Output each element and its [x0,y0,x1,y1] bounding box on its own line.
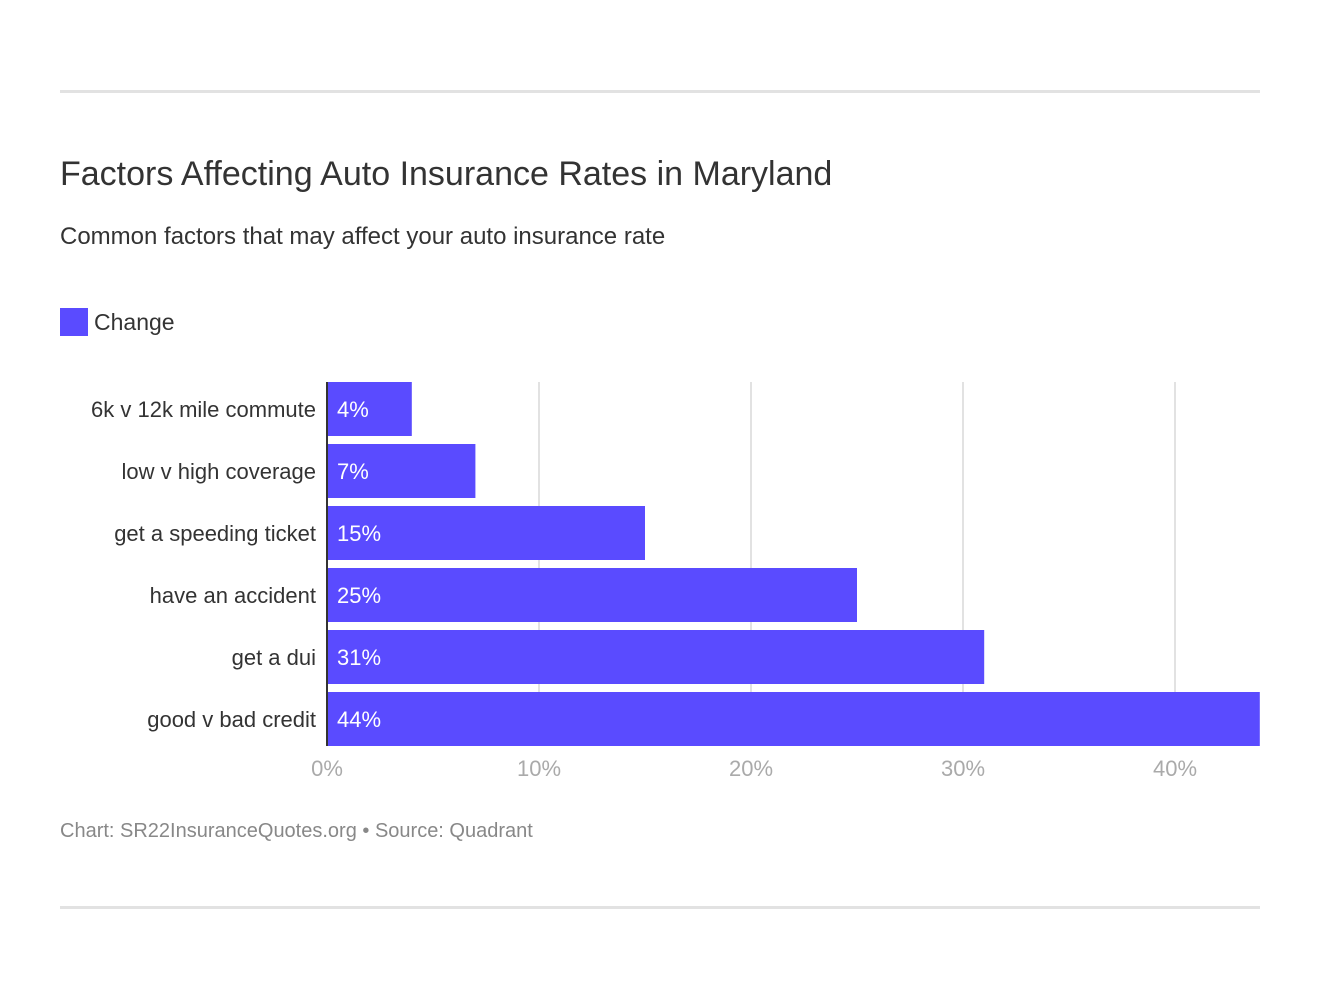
category-label: get a speeding ticket [114,521,316,546]
bar [327,382,412,436]
data-label: 25% [337,583,381,608]
legend-swatch [60,308,88,336]
category-label: get a dui [232,645,316,670]
data-label: 15% [337,521,381,546]
data-label: 7% [337,459,369,484]
bar [327,630,985,684]
category-label: 6k v 12k mile commute [91,397,316,422]
x-tick-label: 30% [941,756,985,781]
x-tick-label: 20% [729,756,773,781]
bar [327,444,476,498]
chart-subtitle: Common factors that may affect your auto… [60,223,666,250]
bottom-divider [60,906,1260,909]
chart-footer: Chart: SR22InsuranceQuotes.org • Source:… [60,820,533,842]
bar [327,506,645,560]
category-label: low v high coverage [122,459,316,484]
x-tick-label: 40% [1153,756,1197,781]
x-tick-label: 10% [517,756,561,781]
top-divider [60,90,1260,93]
data-label: 44% [337,707,381,732]
category-label: good v bad credit [147,707,316,732]
category-label: have an accident [150,583,316,608]
x-tick-label: 0% [311,756,343,781]
data-label: 4% [337,397,369,422]
bar [327,692,1260,746]
bar [327,568,857,622]
legend: Change [60,308,175,336]
chart-title: Factors Affecting Auto Insurance Rates i… [60,155,833,193]
data-label: 31% [337,645,381,670]
legend-label: Change [94,308,175,335]
